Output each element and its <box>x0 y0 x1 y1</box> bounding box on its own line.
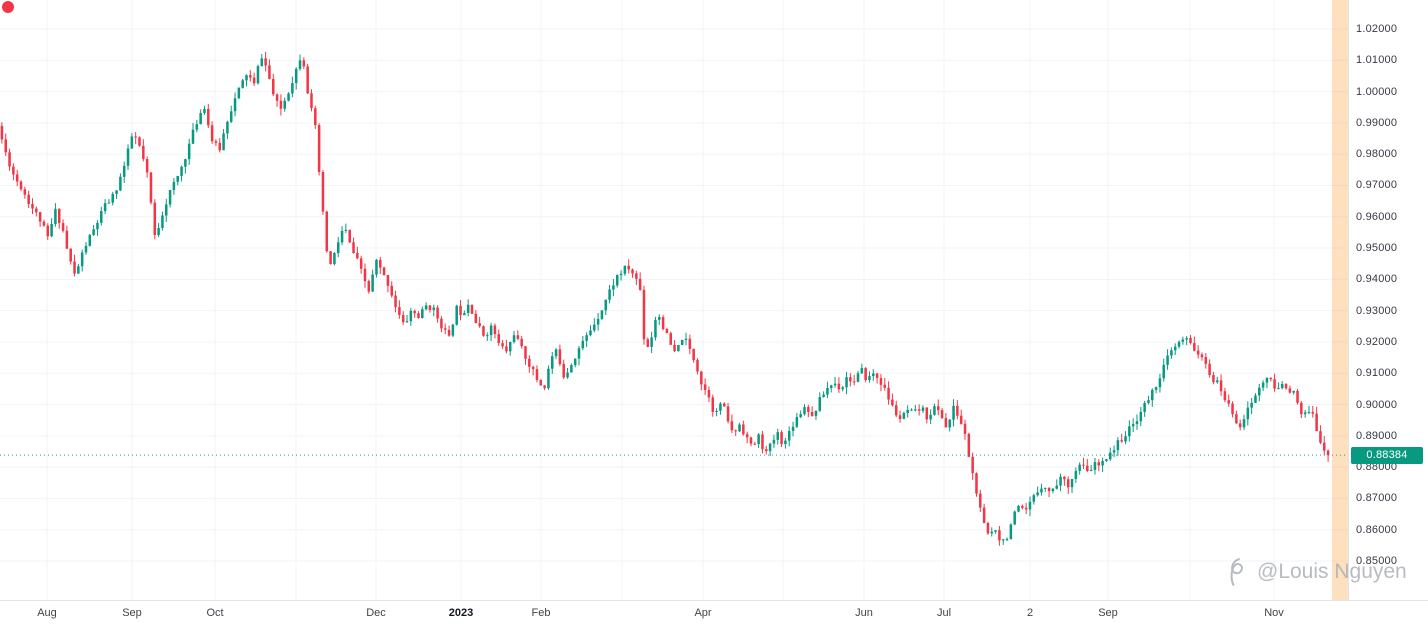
last-price-badge: 0.88384 <box>1351 446 1423 464</box>
y-axis-label: 0.88000 <box>1356 461 1398 474</box>
x-axis-label: Aug <box>37 607 57 619</box>
x-axis-label: Feb <box>531 607 551 619</box>
time-axis[interactable]: Aug Sep Oct Dec 2023 Feb Apr Jun Jul 2 Sep Nov <box>0 600 1428 625</box>
session-highlight-band <box>1332 0 1348 600</box>
x-axis-label: Jun <box>855 607 873 619</box>
y-axis-label: 0.85000 <box>1356 555 1398 567</box>
logo-icon <box>2 1 14 13</box>
x-axis-label: Sep <box>1098 607 1118 619</box>
x-axis-label: Nov <box>1264 607 1284 619</box>
y-axis-label: 0.92000 <box>1356 335 1398 348</box>
x-axis-label: Sep <box>122 607 142 619</box>
x-axis-label: Apr <box>694 607 712 619</box>
x-axis-label: Dec <box>366 607 386 619</box>
y-axis-label: 0.98000 <box>1356 148 1398 161</box>
y-axis-label: 0.94000 <box>1356 273 1398 286</box>
y-axis-label: 1.00000 <box>1356 85 1398 98</box>
y-axis-label: 0.99000 <box>1356 116 1398 129</box>
candles-layer <box>0 51 1330 546</box>
y-axis-label: 0.87000 <box>1356 492 1398 505</box>
x-axis-label: 2 <box>1026 607 1034 619</box>
y-axis-label: 0.91000 <box>1356 367 1398 380</box>
y-axis-label: 0.89000 <box>1356 429 1398 442</box>
y-axis-label: 0.86000 <box>1356 523 1398 536</box>
x-axis-label: Oct <box>206 607 224 619</box>
price-axis[interactable]: 1.02000 1.01000 1.00000 0.99000 0.98000 0.970… <box>1348 0 1428 600</box>
price-pane[interactable] <box>0 0 1348 600</box>
y-axis-label: 1.01000 <box>1356 54 1398 67</box>
y-axis-label: 0.97000 <box>1356 179 1398 192</box>
grid-lines <box>0 0 1348 600</box>
y-axis-label: 0.90000 <box>1356 398 1398 411</box>
y-axis-label: 0.93000 <box>1356 304 1398 317</box>
y-axis-label: 0.96000 <box>1356 210 1398 223</box>
x-axis-label: 2023 <box>448 607 474 619</box>
y-axis-label: 1.02000 <box>1356 23 1398 35</box>
x-axis-label: Jul <box>936 607 952 619</box>
y-axis-label: 0.95000 <box>1356 242 1398 255</box>
